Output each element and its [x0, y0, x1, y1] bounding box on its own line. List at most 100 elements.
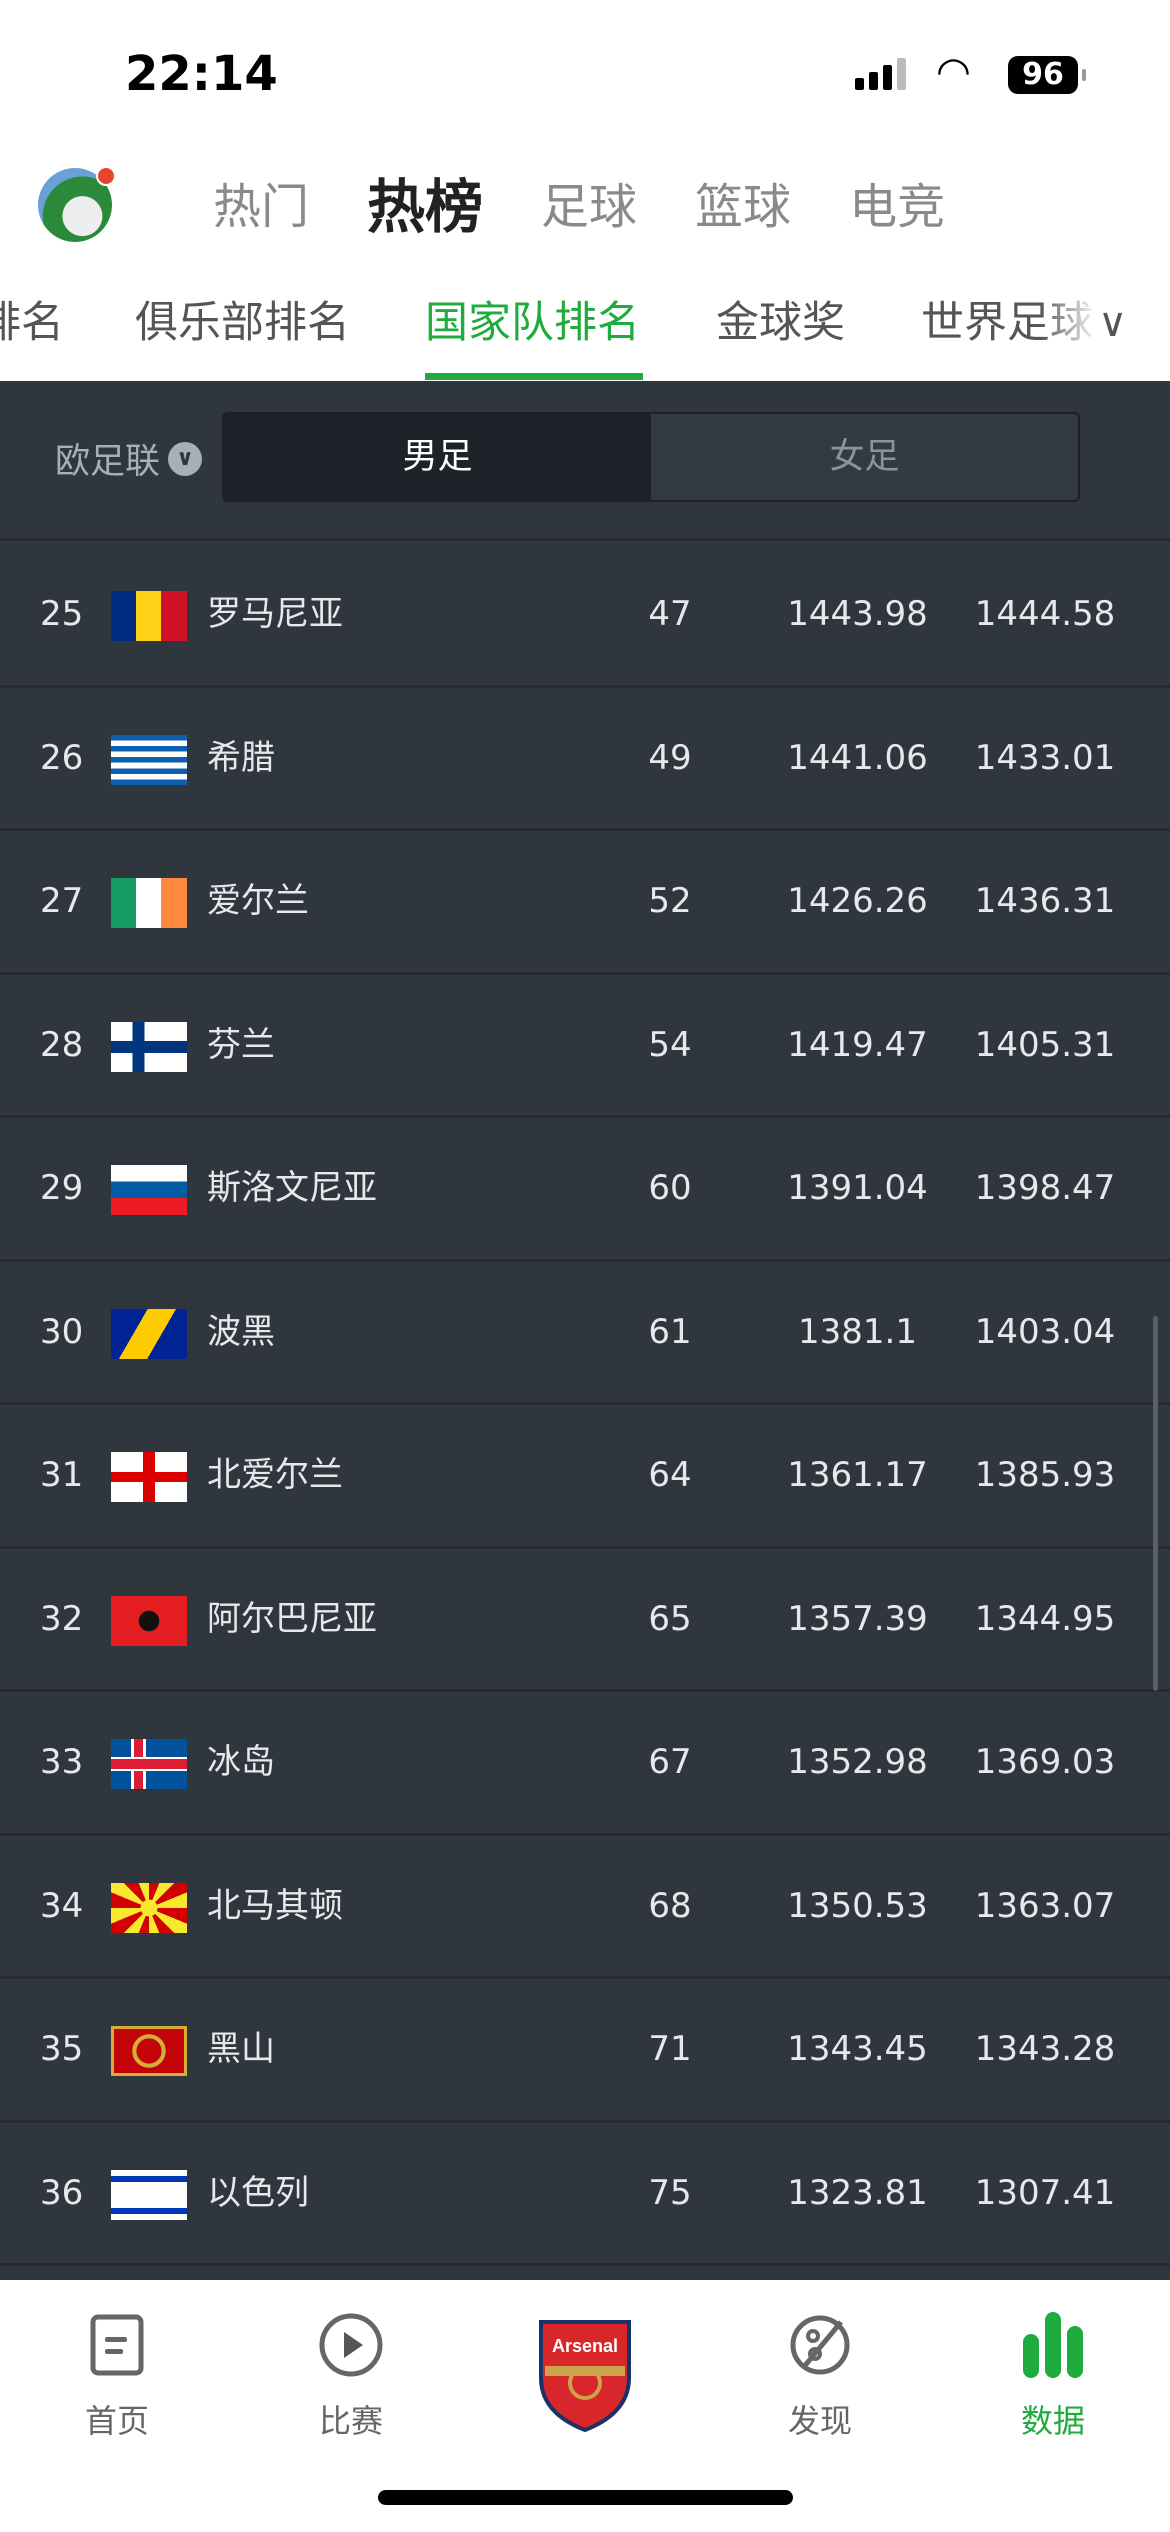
points: 1357.39: [787, 1598, 928, 1639]
country-name: 以色列: [207, 2172, 309, 2213]
region-label: 欧足联: [55, 442, 161, 482]
rank: 25: [40, 594, 84, 634]
country-name: 罗马尼亚: [207, 594, 343, 634]
arsenal-crest-logo: Arsenal: [539, 2320, 631, 2433]
active-tab-indicator: [425, 373, 643, 380]
points: 1441.06: [787, 737, 928, 778]
tab-football[interactable]: 足球: [541, 179, 638, 235]
scrollbar[interactable]: [1153, 1316, 1158, 1691]
rank: 35: [40, 2029, 84, 2069]
previous-points: 1403.04: [974, 1311, 1116, 1352]
nav-matches[interactable]: 比赛: [281, 2310, 421, 2442]
table-row[interactable]: 35 黑山 71 1343.45 1343.28: [0, 1979, 1170, 2123]
table-row[interactable]: 32 阿尔巴尼亚 65 1357.39 1344.95: [0, 1549, 1170, 1692]
nav-team-crest[interactable]: Arsenal: [515, 2318, 655, 2437]
world-rank: 47: [648, 594, 692, 634]
country-name: 黑山: [207, 2029, 275, 2069]
country-name: 斯洛文尼亚: [207, 1168, 377, 1208]
rank: 33: [40, 1742, 84, 1782]
ranking-panel: 欧足联 ∨ 男足 女足 25 罗马尼亚 47 1443.98 1444.58 26 …: [0, 381, 1170, 2280]
world-rank: 75: [648, 2172, 692, 2213]
points: 1426.26: [787, 881, 928, 921]
battery-indicator: 96: [1008, 56, 1086, 94]
rank: 36: [40, 2172, 84, 2213]
world-rank: 61: [648, 1311, 692, 1352]
tab-basketball[interactable]: 篮球: [695, 179, 792, 235]
finland-flag-icon: [111, 1021, 187, 1072]
notification-dot: [96, 166, 116, 186]
subtab-national-ranking[interactable]: 国家队排名: [425, 298, 640, 348]
wifi-icon: ◠: [936, 49, 971, 95]
top-tabs: 热门 热榜 足球 篮球 电竞: [213, 172, 1003, 242]
table-row[interactable]: 36 以色列 75 1323.81 1307.41: [0, 2123, 1170, 2266]
tab-esports[interactable]: 电竞: [849, 179, 946, 235]
points: 1361.17: [787, 1455, 928, 1495]
country-name: 波黑: [207, 1311, 275, 1352]
table-row[interactable]: 25 罗马尼亚 47 1443.98 1444.58: [0, 544, 1170, 688]
country-name: 北马其顿: [207, 1885, 343, 1926]
world-rank: 54: [648, 1024, 692, 1065]
chevron-down-icon[interactable]: ∨: [1098, 300, 1128, 346]
table-row[interactable]: 31 北爱尔兰 64 1361.17 1385.93: [0, 1405, 1170, 1549]
previous-points: 1444.58: [974, 594, 1116, 634]
table-row[interactable]: 29 斯洛文尼亚 60 1391.04 1398.47: [0, 1118, 1170, 1262]
region-dropdown[interactable]: 欧足联 ∨: [55, 433, 203, 484]
albania-flag-icon: [111, 1595, 187, 1646]
greece-flag-icon: [111, 734, 187, 785]
gender-segmented-control: 男足 女足: [222, 412, 1080, 502]
nav-home-label: 首页: [84, 2402, 149, 2440]
previous-points: 1307.41: [974, 2172, 1116, 2213]
northern-ireland-flag-icon: [111, 1452, 187, 1502]
rank: 29: [40, 1168, 84, 1208]
previous-points: 1385.93: [974, 1455, 1116, 1495]
country-name: 希腊: [207, 737, 275, 778]
nav-discover-label: 发现: [787, 2402, 852, 2440]
rank: 28: [40, 1024, 84, 1065]
previous-points: 1436.31: [974, 881, 1116, 921]
table-row[interactable]: 27 爱尔兰 52 1426.26 1436.31: [0, 831, 1170, 975]
rank: 26: [40, 737, 84, 778]
table-row[interactable]: 30 波黑 61 1381.1 1403.04: [0, 1262, 1170, 1405]
filter-bar: 欧足联 ∨ 男足 女足: [0, 381, 1170, 541]
israel-flag-icon: [111, 2169, 187, 2220]
country-name: 冰岛: [207, 1742, 275, 1782]
world-rank: 67: [648, 1742, 692, 1782]
bosnia-flag-icon: [111, 1308, 187, 1359]
svg-text:Arsenal: Arsenal: [552, 2336, 618, 2356]
nav-data-label: 数据: [1020, 2402, 1085, 2440]
world-rank: 71: [648, 2029, 692, 2069]
subtab-ballon-dor[interactable]: 金球奖: [716, 298, 845, 348]
user-avatar[interactable]: [38, 166, 116, 242]
points: 1419.47: [787, 1024, 928, 1065]
previous-points: 1363.07: [974, 1885, 1116, 1926]
previous-points: 1343.28: [974, 2029, 1116, 2069]
planet-icon: [790, 2315, 850, 2375]
bar-chart-icon: [1023, 2312, 1083, 2378]
subtab-club-ranking[interactable]: 俱乐部排名: [135, 298, 350, 348]
tab-hot[interactable]: 热门: [213, 179, 310, 235]
previous-points: 1405.31: [974, 1024, 1116, 1065]
nav-matches-label: 比赛: [318, 2402, 383, 2440]
points: 1391.04: [787, 1168, 928, 1208]
rank: 31: [40, 1455, 84, 1495]
table-row[interactable]: 33 冰岛 67 1352.98 1369.03: [0, 1692, 1170, 1836]
table-row[interactable]: 28 芬兰 54 1419.47 1405.31: [0, 975, 1170, 1118]
country-name: 芬兰: [207, 1024, 275, 1065]
points: 1443.98: [787, 594, 928, 634]
tab-trending[interactable]: 热榜: [367, 173, 484, 241]
previous-points: 1398.47: [974, 1168, 1116, 1208]
clock: 22:14: [125, 46, 278, 102]
nav-discover[interactable]: 发现: [750, 2310, 890, 2442]
rank: 32: [40, 1598, 84, 1639]
subtab-ranking[interactable]: 排名: [0, 298, 64, 348]
segment-men[interactable]: 男足: [224, 414, 651, 500]
table-row[interactable]: 34 北马其顿 68 1350.53 1363.07: [0, 1836, 1170, 1979]
table-row[interactable]: 26 希腊 49 1441.06 1433.01: [0, 688, 1170, 831]
world-rank: 52: [648, 881, 692, 921]
chevron-down-icon: ∨: [168, 441, 203, 476]
nav-data[interactable]: 数据: [983, 2310, 1123, 2442]
nav-home[interactable]: 首页: [47, 2310, 187, 2442]
segment-women[interactable]: 女足: [651, 414, 1078, 500]
world-rank: 64: [648, 1455, 692, 1495]
points: 1350.53: [787, 1885, 928, 1926]
